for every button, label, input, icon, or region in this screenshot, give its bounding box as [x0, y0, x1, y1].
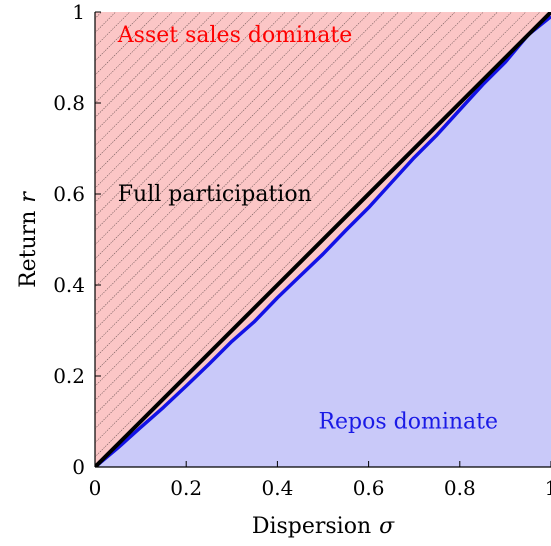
plot-area — [95, 12, 551, 467]
y-axis-label: Return r — [16, 191, 41, 288]
diagonal-line — [95, 12, 551, 467]
x-tick-label: 0.8 — [444, 476, 476, 500]
y-tick-label: 0.2 — [53, 364, 85, 388]
x-axis-label-text: Dispersion — [252, 514, 371, 539]
y-tick-label: 0 — [72, 455, 85, 479]
y-tick-label: 1 — [72, 0, 85, 24]
x-axis-label-symbol: σ — [379, 514, 395, 539]
boundary-line — [95, 15, 551, 467]
region-label-repos: Repos dominate — [318, 410, 498, 435]
y-tick-label: 0.6 — [53, 182, 85, 206]
y-tick-label: 0.8 — [53, 91, 85, 115]
x-tick-label: 0.4 — [261, 476, 293, 500]
x-ticks: 0 0.2 0.4 0.6 0.8 1 — [89, 461, 551, 500]
axes: 0 0.2 0.4 0.6 0.8 1 0 0.2 0.4 0.6 0.8 1 — [53, 0, 551, 500]
x-axis-label: Dispersion σ — [252, 514, 395, 539]
y-tick-label: 0.4 — [53, 273, 85, 297]
repo-region — [95, 16, 551, 467]
x-tick-label: 0.6 — [353, 476, 385, 500]
x-tick-label: 1 — [545, 476, 551, 500]
region-label-asset-sales: Asset sales dominate — [117, 23, 352, 48]
region-label-full-participation: Full participation — [118, 182, 312, 207]
y-axis-label-symbol: r — [16, 191, 41, 203]
x-tick-label: 0.2 — [170, 476, 202, 500]
y-axis-label-text: Return — [16, 211, 41, 288]
y-ticks: 0 0.2 0.4 0.6 0.8 1 — [53, 0, 101, 479]
x-tick-label: 0 — [89, 476, 102, 500]
